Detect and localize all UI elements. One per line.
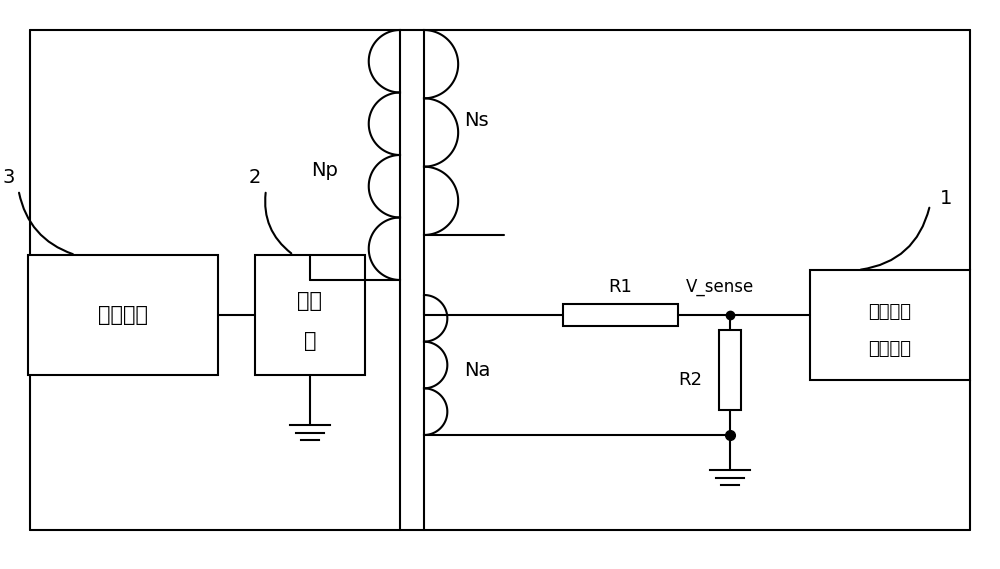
Text: 1: 1 [940,188,952,208]
Bar [562,304,678,326]
Text: 控制模块: 控制模块 [98,305,148,325]
Bar [28,255,218,375]
Text: Np: Np [312,160,338,179]
Text: Ns: Ns [464,110,489,130]
Text: R2: R2 [678,371,702,389]
Text: 电流比较: 电流比较 [868,303,912,321]
Text: 3: 3 [3,167,15,187]
Bar [719,330,741,410]
Bar [810,270,970,380]
Text: 2: 2 [249,167,261,187]
Text: 管: 管 [304,331,316,352]
Text: V_sense: V_sense [686,278,754,296]
Bar [255,255,365,375]
Text: Na: Na [464,361,490,380]
Text: 开关: 开关 [298,291,322,311]
Text: R1: R1 [608,278,632,296]
Text: 反馈电路: 反馈电路 [868,340,912,358]
